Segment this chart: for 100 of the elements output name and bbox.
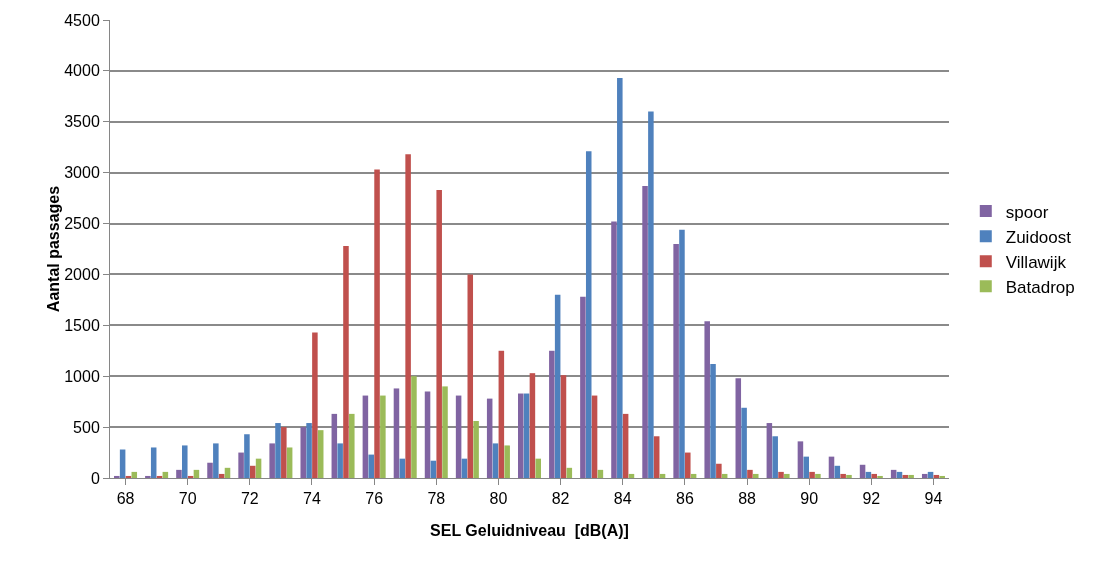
bar [585, 151, 592, 478]
bar [535, 458, 542, 478]
legend-label: Villawijk [1005, 252, 1067, 272]
bar [622, 413, 629, 478]
y-tick-label: 1500 [64, 316, 100, 334]
x-tick-label: 74 [303, 490, 321, 508]
bar [766, 423, 773, 478]
bar [473, 421, 479, 478]
bar [803, 456, 810, 478]
x-tick-label: 92 [862, 490, 881, 508]
x-tick-label: 86 [675, 490, 694, 508]
x-tick-label: 82 [551, 490, 570, 508]
bar [114, 475, 120, 478]
bar [331, 413, 338, 478]
bar [306, 423, 312, 478]
bar [286, 447, 293, 478]
bar [673, 243, 679, 478]
bar [549, 350, 555, 478]
bar [145, 475, 151, 478]
y-tick-label: 4500 [64, 11, 100, 29]
bar [486, 398, 493, 478]
bar [580, 296, 586, 478]
bar [679, 229, 685, 478]
bar [704, 321, 710, 478]
y-tick-label: 2000 [64, 266, 100, 284]
legend-label: Batadrop [1005, 277, 1075, 297]
bar [244, 434, 250, 478]
legend-label: spoor [1005, 202, 1049, 222]
bar [317, 430, 324, 478]
bar [741, 407, 747, 478]
y-tick-label: 500 [73, 418, 100, 436]
bar [349, 413, 355, 478]
bar [150, 447, 157, 478]
bar [653, 436, 660, 478]
x-tick-label: 94 [924, 490, 943, 508]
bar [642, 185, 648, 478]
bar [560, 375, 567, 478]
bar [182, 445, 188, 478]
bar [411, 376, 417, 478]
bar [710, 364, 716, 478]
bar [846, 474, 852, 478]
bar [300, 427, 307, 478]
bar [424, 391, 431, 478]
bar [554, 294, 561, 478]
bar [591, 395, 598, 478]
y-axis-title: Aantal passages [45, 185, 63, 313]
bar [337, 443, 343, 478]
bar [238, 452, 244, 478]
y-tick-label: 3500 [64, 113, 100, 131]
bar [249, 465, 256, 478]
bar [393, 388, 400, 478]
bar [747, 469, 753, 478]
bar [467, 274, 474, 478]
bar [213, 443, 219, 478]
bar [871, 473, 877, 478]
y-tick-label: 1000 [64, 367, 100, 385]
bar [784, 473, 790, 478]
bar [778, 471, 784, 478]
bar [281, 427, 287, 478]
x-tick-label: 90 [800, 490, 819, 508]
bar [368, 454, 374, 478]
x-tick-label: 84 [613, 490, 632, 508]
legend-label: Zuidoost [1005, 227, 1072, 247]
x-tick-label: 80 [489, 490, 508, 508]
bar [529, 373, 536, 478]
bar [752, 473, 759, 478]
bar [517, 393, 524, 478]
bar [343, 245, 349, 478]
bar [685, 452, 691, 478]
bar [772, 436, 778, 478]
bar [648, 111, 654, 478]
bar [797, 441, 804, 478]
bar [716, 463, 722, 478]
bar [176, 469, 182, 478]
y-tick-label: 0 [90, 469, 100, 487]
y-tick-label: 4000 [64, 62, 100, 80]
x-tick-label: 88 [738, 490, 757, 508]
x-tick-label: 68 [116, 490, 135, 508]
x-tick-label: 72 [240, 490, 259, 508]
bar [504, 445, 510, 478]
bar [611, 221, 617, 478]
bar [735, 378, 742, 478]
bar [809, 471, 815, 478]
bar [939, 475, 945, 478]
bar [275, 423, 281, 478]
y-tick-label: 2500 [64, 215, 100, 233]
x-axis-title: SEL Geluidniveau [dB(A)] [430, 522, 629, 539]
bar [815, 473, 821, 478]
bar [492, 443, 499, 478]
bar [498, 350, 505, 478]
bar [405, 154, 411, 478]
x-tick-label: 78 [427, 490, 446, 508]
bar [187, 475, 194, 478]
bar [374, 169, 380, 478]
bar [617, 78, 623, 478]
bar [840, 473, 846, 478]
bar [362, 395, 369, 478]
bar [380, 395, 386, 478]
bar [207, 462, 213, 478]
bar [455, 395, 462, 478]
